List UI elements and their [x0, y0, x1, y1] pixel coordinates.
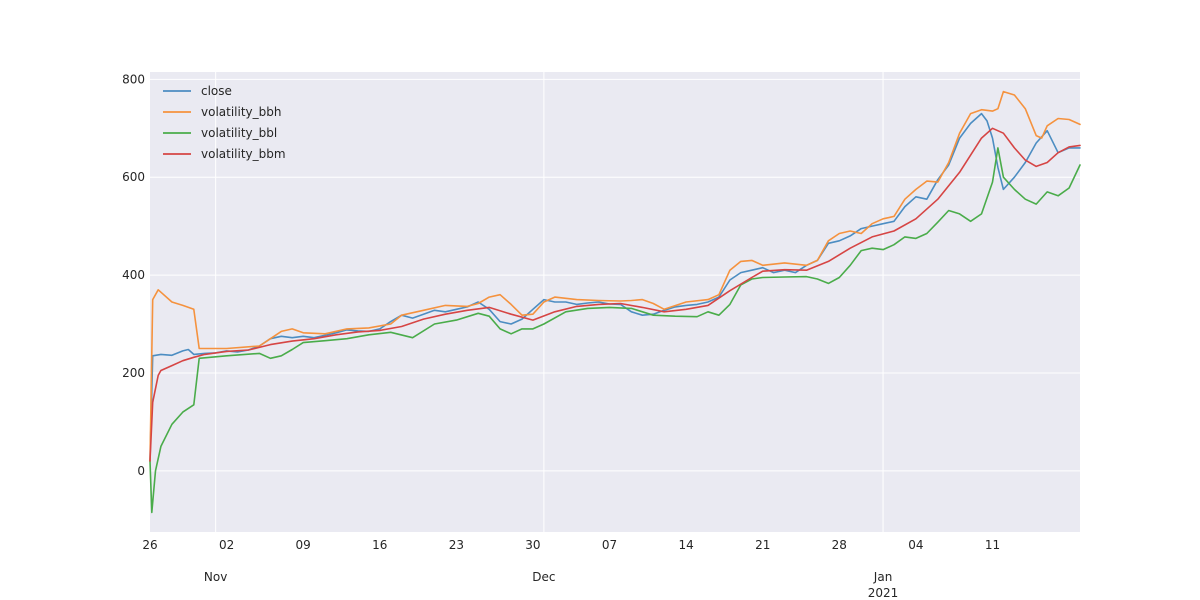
- x-tick-label: 11: [985, 538, 1000, 552]
- x-tick-label: 21: [755, 538, 770, 552]
- x-major-tick-label: Nov: [204, 570, 227, 584]
- x-tick-label: 04: [908, 538, 923, 552]
- x-major-tick-sublabel: 2021: [868, 586, 899, 600]
- plot-area: [150, 72, 1080, 532]
- series-line-volatility-bbh: [149, 90, 1081, 462]
- y-tick-label: 200: [122, 366, 145, 380]
- x-major-tick-label: Jan: [873, 570, 893, 584]
- legend: close volatility_bbh volatility_bblvolatil…: [163, 84, 286, 161]
- legend-label: volatility_bbl: [201, 126, 277, 140]
- x-tick-label: 09: [296, 538, 311, 552]
- x-tick-label: 26: [142, 538, 157, 552]
- legend-label: volatility_bbh: [201, 105, 281, 119]
- series-lines: [149, 90, 1081, 514]
- x-tick-label: 28: [832, 538, 847, 552]
- y-tick-label: 0: [137, 464, 145, 478]
- legend-label: close: [201, 84, 232, 98]
- x-major-tick-label: Dec: [532, 570, 555, 584]
- y-tick-label: 800: [122, 72, 145, 86]
- x-tick-label: 16: [372, 538, 387, 552]
- x-tick-label: 14: [678, 538, 693, 552]
- y-axis: 0 200 400 600 800: [122, 72, 145, 477]
- x-tick-label: 07: [602, 538, 617, 552]
- x-tick-label: 30: [525, 538, 540, 552]
- y-tick-label: 600: [122, 170, 145, 184]
- x-tick-label: 23: [449, 538, 464, 552]
- x-axis: Nov Dec Jan 2021 26 02 09 16 23 30 07 14 21 28 04 11: [142, 538, 1000, 600]
- grid-lines: [150, 72, 1080, 532]
- y-tick-label: 400: [122, 268, 145, 282]
- series-line-volatility-bbm: [149, 127, 1081, 462]
- x-tick-label: 02: [219, 538, 234, 552]
- legend-label: volatility_bbm: [201, 147, 286, 161]
- series-line-volatility-bbl: [149, 147, 1081, 514]
